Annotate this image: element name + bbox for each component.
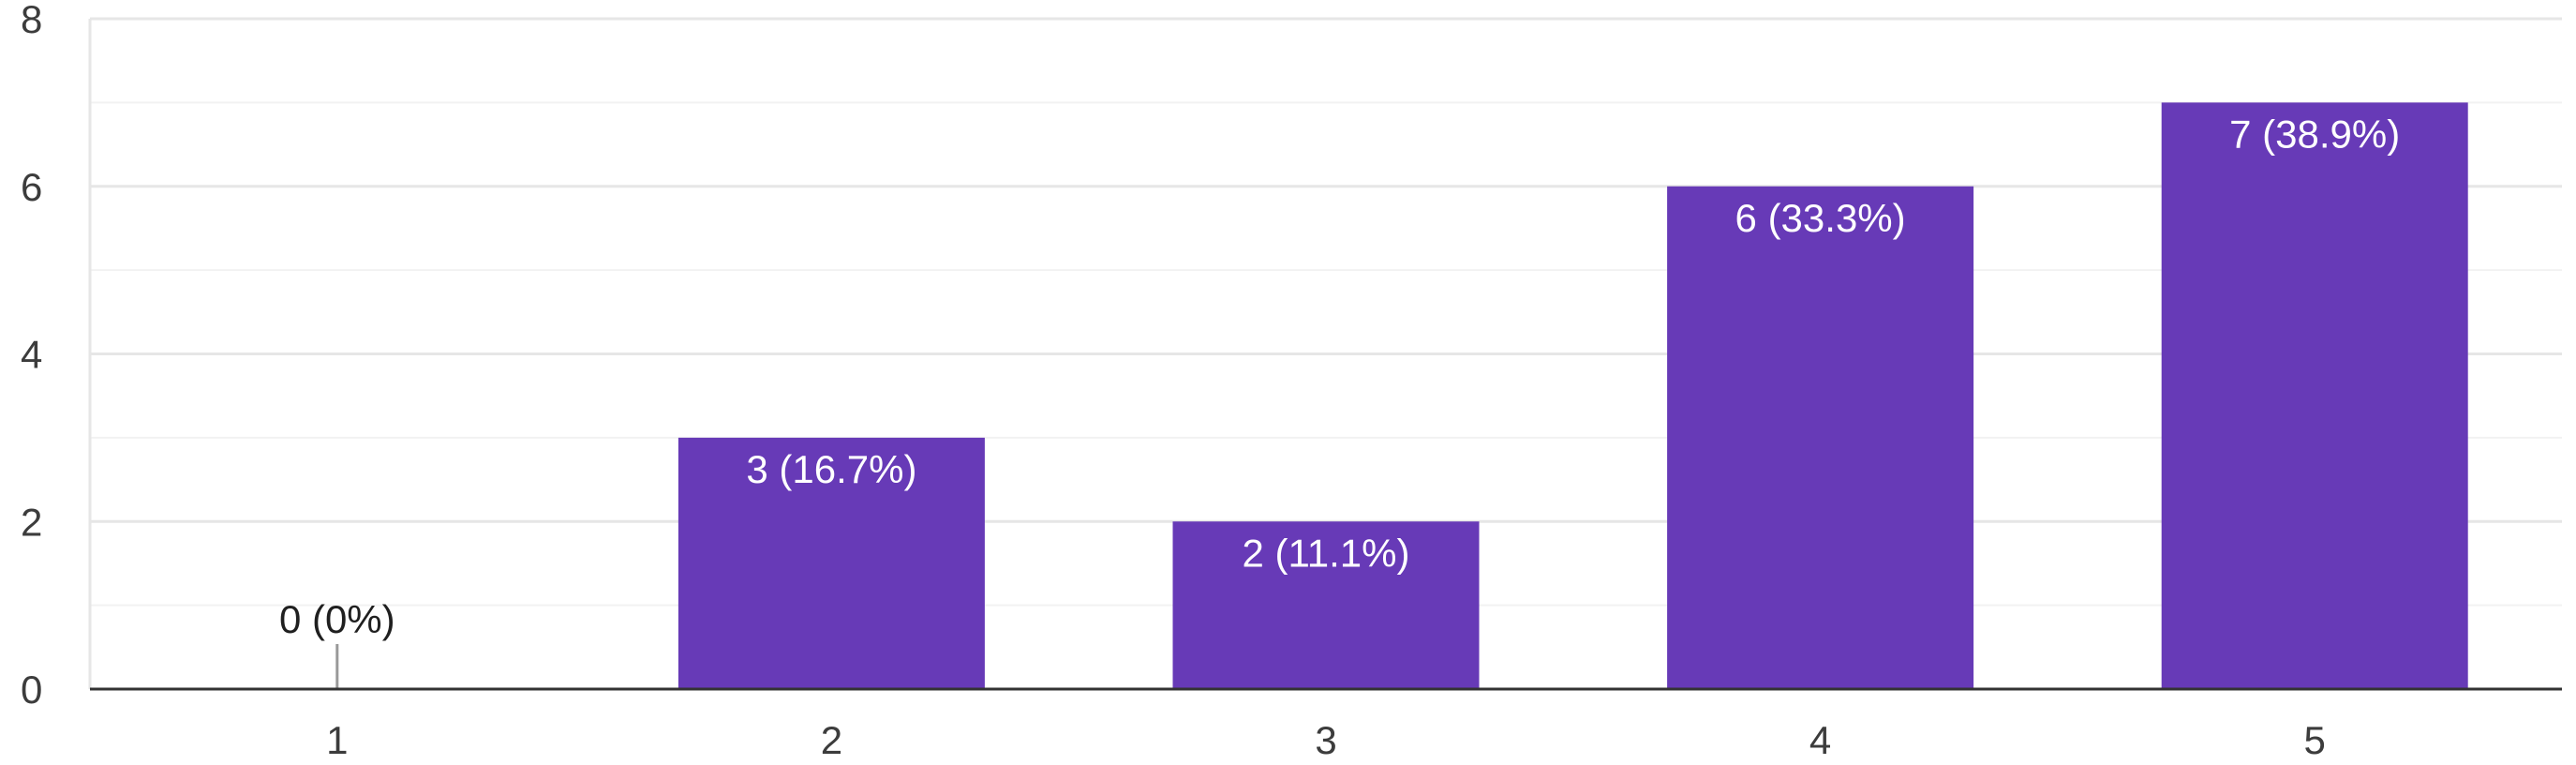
bar-data-label: 7 (38.9%) bbox=[2229, 112, 2400, 156]
bar-layer bbox=[335, 102, 2468, 689]
bar-data-label: 3 (16.7%) bbox=[746, 447, 916, 491]
bar-data-label: 6 (33.3%) bbox=[1735, 196, 1906, 240]
y-tick-label: 4 bbox=[21, 333, 42, 377]
y-tick-label: 6 bbox=[21, 165, 42, 209]
bar-data-label: 0 (0%) bbox=[279, 597, 395, 641]
bar-data-label: 2 (11.1%) bbox=[1243, 531, 1410, 575]
x-tick-label: 5 bbox=[2304, 718, 2326, 762]
y-tick-label: 8 bbox=[21, 0, 42, 41]
bar bbox=[678, 437, 985, 689]
label-layer: 0 2 4 6 8 0 (0%) 1 3 (16.7%) 2 2 (11.1%) 3 6 (33.3%… bbox=[21, 0, 2400, 762]
y-tick-label: 0 bbox=[21, 668, 42, 712]
bar bbox=[2161, 102, 2468, 689]
bar bbox=[1172, 521, 1480, 689]
x-tick-label: 3 bbox=[1315, 718, 1336, 762]
x-tick-label: 4 bbox=[1809, 718, 1831, 762]
x-tick-label: 2 bbox=[821, 718, 842, 762]
bar bbox=[1667, 186, 1974, 689]
y-tick-label: 2 bbox=[21, 500, 42, 544]
x-tick-label: 1 bbox=[326, 718, 348, 762]
